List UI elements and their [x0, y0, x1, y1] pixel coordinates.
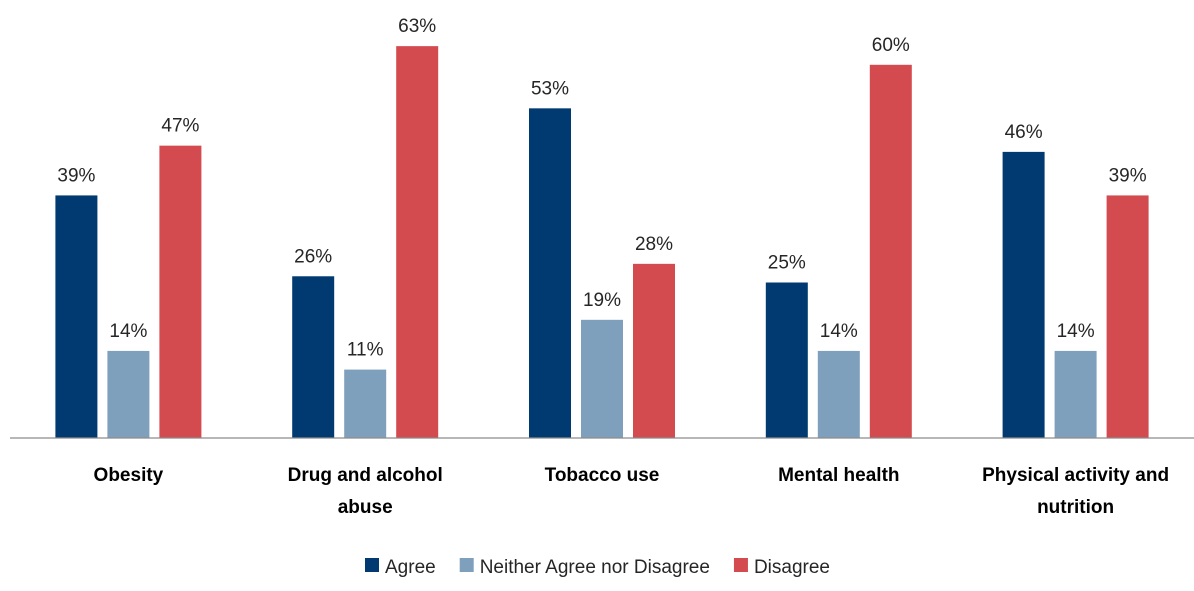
- bar-agree-4: [1002, 151, 1045, 438]
- legend: Agree Neither Agree nor Disagree Disagree: [365, 557, 830, 578]
- legend-swatch: [459, 558, 474, 572]
- category-label: Physical activity and: [982, 465, 1169, 486]
- data-label: 26%: [294, 246, 332, 267]
- category-label: Tobacco use: [545, 465, 660, 486]
- data-label: 53%: [531, 78, 569, 99]
- bar-disagree-0: [159, 145, 202, 438]
- data-label: 46%: [1005, 122, 1043, 143]
- legend-item: Disagree: [733, 557, 830, 578]
- data-label: 47%: [161, 116, 199, 137]
- bar-neither-agree-nor-disagree-1: [344, 369, 387, 438]
- bar-disagree-4: [1106, 195, 1149, 438]
- bar-neither-agree-nor-disagree-4: [1054, 350, 1097, 438]
- data-label: 60%: [872, 35, 910, 56]
- bar-agree-2: [529, 108, 571, 438]
- category-label: Drug and alcohol: [288, 465, 443, 486]
- bar-neither-agree-nor-disagree-2: [581, 319, 623, 438]
- data-label: 14%: [109, 321, 147, 342]
- bar-agree-0: [55, 195, 98, 438]
- data-label: 14%: [1057, 321, 1095, 342]
- bar-agree-3: [765, 282, 808, 438]
- data-label: 39%: [57, 165, 95, 186]
- data-label: 19%: [583, 290, 621, 311]
- category-label: nutrition: [1037, 497, 1114, 518]
- category-labels-layer: Obesity Drug and alcohol abuse Tobacco use M…: [94, 465, 1170, 518]
- category-label: Mental health: [778, 465, 899, 486]
- legend-label: Agree: [385, 557, 436, 578]
- bar-agree-1: [292, 276, 335, 438]
- bars-layer: [55, 46, 1149, 439]
- legend-swatch: [733, 558, 748, 572]
- data-label: 25%: [768, 253, 806, 274]
- value-labels-layer: 39% 14% 47% 26% 11% 63% 53% 19% 28% 25% 14% 60% 46% 1…: [57, 16, 1146, 360]
- bar-disagree-3: [869, 64, 912, 439]
- category-label: Obesity: [94, 465, 164, 486]
- legend-item: Agree: [365, 557, 436, 578]
- data-label: 63%: [398, 16, 436, 37]
- data-label: 14%: [820, 321, 858, 342]
- legend-swatch: [365, 558, 379, 572]
- bar-disagree-1: [396, 46, 439, 438]
- bar-neither-agree-nor-disagree-3: [817, 350, 860, 438]
- data-label: 28%: [635, 234, 673, 255]
- legend-item: Neither Agree nor Disagree: [459, 557, 710, 578]
- category-label: abuse: [338, 497, 393, 518]
- data-label: 11%: [347, 340, 384, 361]
- legend-label: Neither Agree nor Disagree: [480, 557, 710, 578]
- bar-neither-agree-nor-disagree-0: [107, 350, 150, 438]
- bar-disagree-2: [633, 263, 675, 438]
- data-label: 39%: [1109, 165, 1147, 186]
- legend-label: Disagree: [754, 557, 830, 578]
